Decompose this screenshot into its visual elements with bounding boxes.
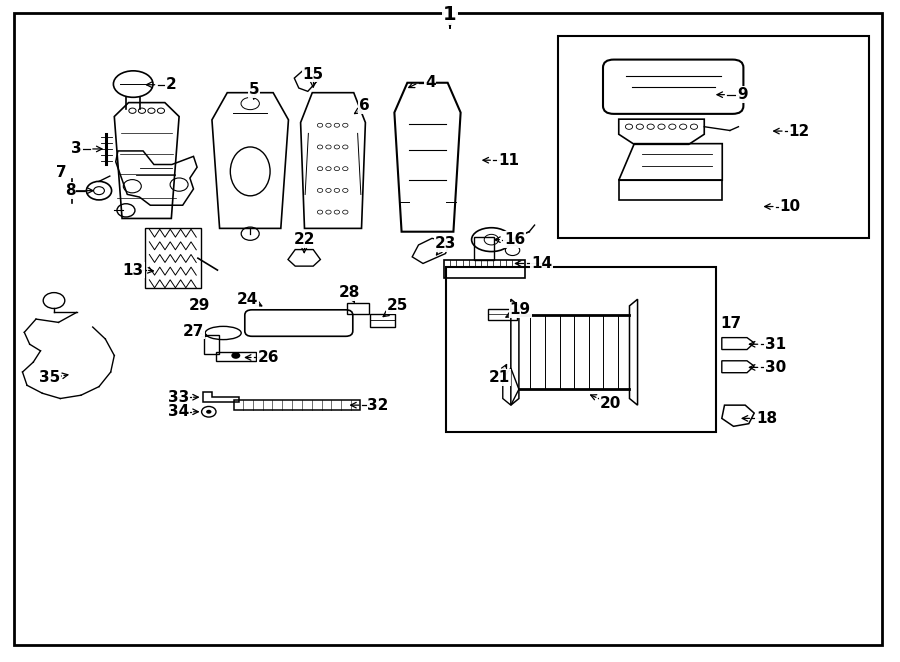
Text: 3: 3 — [71, 142, 82, 156]
Text: 32: 32 — [367, 398, 389, 412]
Text: 22: 22 — [293, 232, 315, 247]
Text: 28: 28 — [338, 285, 360, 300]
Text: 11: 11 — [498, 153, 519, 167]
Text: 13: 13 — [122, 263, 144, 277]
Bar — [444, 260, 525, 278]
Bar — [488, 309, 517, 320]
Text: 4: 4 — [425, 75, 436, 90]
Bar — [347, 303, 369, 314]
Text: 30: 30 — [765, 360, 787, 375]
Text: 20: 20 — [599, 397, 621, 411]
Text: 25: 25 — [387, 299, 409, 313]
Bar — [446, 267, 716, 432]
Text: 6: 6 — [359, 99, 370, 113]
Text: 17: 17 — [720, 316, 742, 330]
Text: 14: 14 — [531, 256, 553, 271]
Text: 1: 1 — [443, 5, 457, 24]
Text: 35: 35 — [39, 370, 60, 385]
Text: 24: 24 — [237, 292, 258, 307]
Text: 23: 23 — [435, 236, 456, 251]
Circle shape — [206, 410, 211, 414]
Text: 2: 2 — [166, 77, 176, 92]
Text: 10: 10 — [779, 199, 801, 214]
Text: 26: 26 — [257, 350, 279, 365]
Bar — [216, 352, 256, 361]
Bar — [370, 314, 395, 327]
Text: 19: 19 — [509, 303, 531, 317]
Text: 16: 16 — [504, 232, 526, 247]
Text: 5: 5 — [248, 82, 259, 97]
Text: 18: 18 — [756, 411, 778, 426]
Text: 34: 34 — [167, 404, 189, 419]
Text: 12: 12 — [788, 124, 810, 138]
Text: 29: 29 — [189, 299, 211, 313]
Circle shape — [231, 352, 240, 359]
Bar — [234, 400, 360, 410]
Text: 31: 31 — [765, 337, 787, 352]
Bar — [204, 335, 219, 354]
Text: 9: 9 — [737, 87, 748, 102]
Bar — [558, 36, 868, 238]
Text: 21: 21 — [489, 370, 510, 385]
Text: 15: 15 — [302, 67, 324, 81]
Text: 7: 7 — [56, 165, 67, 179]
Text: 33: 33 — [167, 390, 189, 404]
Text: 1: 1 — [445, 7, 455, 22]
Text: 8: 8 — [65, 183, 76, 198]
Text: 27: 27 — [183, 324, 204, 338]
